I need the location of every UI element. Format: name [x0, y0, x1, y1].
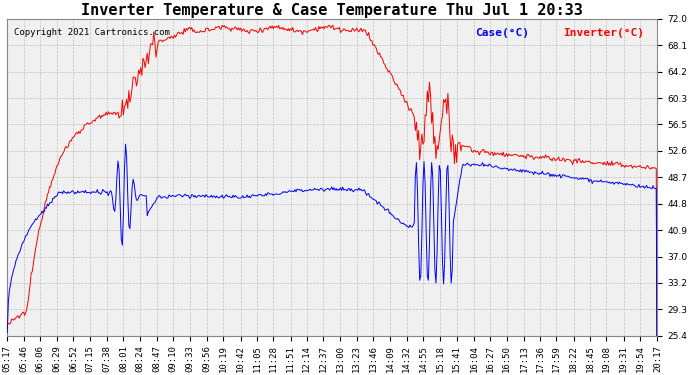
Text: Inverter(°C): Inverter(°C)	[563, 28, 644, 39]
Text: Case(°C): Case(°C)	[475, 28, 529, 39]
Text: Copyright 2021 Cartronics.com: Copyright 2021 Cartronics.com	[14, 28, 170, 38]
Title: Inverter Temperature & Case Temperature Thu Jul 1 20:33: Inverter Temperature & Case Temperature …	[81, 3, 583, 18]
